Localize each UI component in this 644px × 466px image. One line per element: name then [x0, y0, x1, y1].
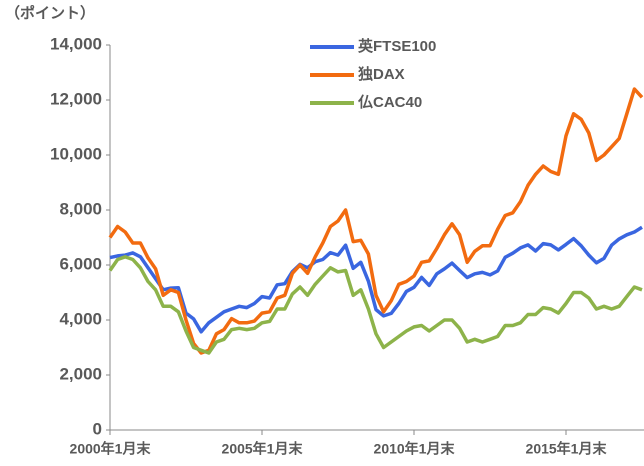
x-tick-label: 2015年1月末	[526, 441, 608, 457]
y-tick-label: 10,000	[50, 144, 102, 163]
y-tick-label: 4,000	[59, 309, 102, 328]
x-tick-label: 2010年1月末	[374, 441, 456, 457]
legend-label: 英FTSE100	[358, 37, 436, 55]
series-line	[108, 87, 644, 355]
series-line	[108, 255, 643, 355]
legend-label: 独DAX	[358, 65, 405, 83]
y-tick-label: 8,000	[59, 199, 102, 218]
y-tick-label: 0	[93, 419, 102, 438]
x-tick-label: 2005年1月末	[222, 441, 304, 457]
y-tick-label: 2,000	[59, 364, 102, 383]
y-tick-label: 6,000	[59, 254, 102, 273]
series-line	[109, 225, 643, 334]
y-axis-label: （ポイント）	[5, 4, 95, 22]
x-tick-label: 2000年1月末	[70, 441, 152, 457]
y-tick-label: 12,000	[50, 89, 102, 108]
y-tick-label: 14,000	[50, 34, 102, 53]
legend-label: 仏CAC40	[358, 94, 422, 111]
